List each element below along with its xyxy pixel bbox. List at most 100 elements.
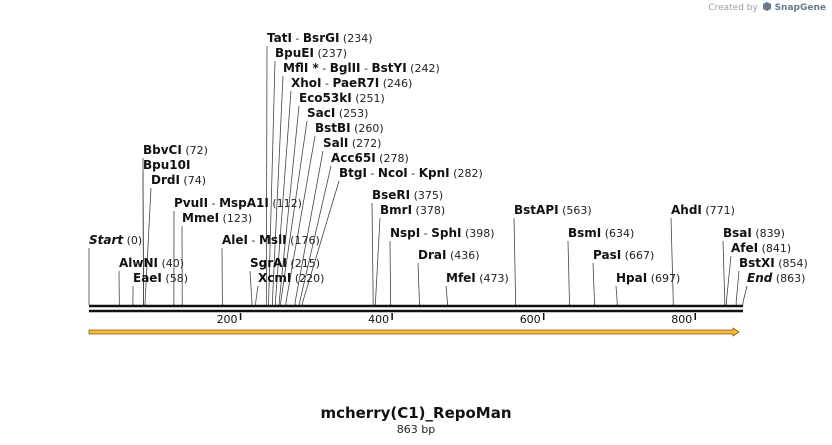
enzyme-name[interactable]: End bbox=[747, 271, 773, 285]
enzyme-name[interactable]: PaeR7I bbox=[332, 76, 379, 90]
site-label[interactable]: AhdI (771) bbox=[671, 203, 735, 217]
site-label[interactable]: MflI * - BglII - BstYI (242) bbox=[283, 61, 440, 75]
credit-prefix: Created by bbox=[708, 3, 758, 13]
enzyme-name[interactable]: NspI bbox=[390, 226, 420, 240]
enzyme-name[interactable]: MspA1I bbox=[219, 196, 269, 210]
site-label[interactable]: SalI (272) bbox=[323, 136, 381, 150]
enzyme-name[interactable]: BpuEI bbox=[275, 46, 314, 60]
site-label[interactable]: DrdI (74) bbox=[151, 173, 206, 187]
enzyme-name[interactable]: BsrGI bbox=[303, 31, 340, 45]
enzyme-name[interactable]: HpaI bbox=[616, 271, 647, 285]
enzyme-name[interactable]: PasI bbox=[593, 248, 621, 262]
enzyme-name[interactable]: BseRI bbox=[372, 188, 410, 202]
enzyme-name[interactable]: MslI bbox=[259, 233, 287, 247]
site-label[interactable]: XcmI (220) bbox=[258, 271, 324, 285]
snapgene-logo-icon bbox=[762, 2, 771, 11]
site-label[interactable]: BseRI (375) bbox=[372, 188, 443, 202]
site-label[interactable]: NspI - SphI (398) bbox=[390, 226, 495, 240]
site-label[interactable]: BtgI - NcoI - KpnI (282) bbox=[339, 166, 483, 180]
enzyme-name[interactable]: KpnI bbox=[419, 166, 450, 180]
enzyme-name[interactable]: MmeI bbox=[182, 211, 219, 225]
site-label[interactable]: XhoI - PaeR7I (246) bbox=[291, 76, 412, 90]
enzyme-name[interactable]: AlwNI bbox=[119, 256, 158, 270]
site-label[interactable]: Acc65I (278) bbox=[331, 151, 409, 165]
site-label[interactable]: DraI (436) bbox=[418, 248, 480, 262]
enzyme-name[interactable]: NcoI bbox=[378, 166, 408, 180]
site-position: (378) bbox=[412, 204, 445, 217]
site-leader bbox=[278, 105, 300, 305]
enzyme-name[interactable]: BstAPI bbox=[514, 203, 559, 217]
enzyme-name[interactable]: BsmI bbox=[568, 226, 601, 240]
site-leader bbox=[271, 75, 284, 305]
enzyme-name[interactable]: MfeI bbox=[446, 271, 476, 285]
enzyme-name[interactable]: BsaI bbox=[723, 226, 752, 240]
enzyme-name[interactable]: BstBI bbox=[315, 121, 351, 135]
site-position: (854) bbox=[775, 257, 808, 270]
enzyme-name[interactable]: BglII bbox=[330, 61, 361, 75]
enzyme-separator: - bbox=[367, 167, 378, 180]
enzyme-name[interactable]: EaeI bbox=[133, 271, 162, 285]
site-label[interactable]: SgrAI (215) bbox=[250, 256, 320, 270]
site-label[interactable]: EaeI (58) bbox=[133, 271, 188, 285]
site-label[interactable]: TatI - BsrGI (234) bbox=[267, 31, 373, 45]
site-leader bbox=[294, 150, 324, 305]
site-leader bbox=[725, 255, 732, 305]
site-label[interactable]: AleI - MslI (176) bbox=[222, 233, 320, 247]
site-label[interactable]: BstAPI (563) bbox=[514, 203, 592, 217]
site-label[interactable]: BstXI (854) bbox=[739, 256, 808, 270]
enzyme-name[interactable]: TatI bbox=[267, 31, 292, 45]
feature-arrow-shape[interactable] bbox=[88, 327, 740, 337]
enzyme-name[interactable]: PvuII bbox=[174, 196, 208, 210]
site-label[interactable]: BsaI (839) bbox=[723, 226, 785, 240]
enzyme-name[interactable]: BstYI bbox=[371, 61, 406, 75]
site-label[interactable]: End (863) bbox=[747, 271, 805, 285]
site-label[interactable]: MfeI (473) bbox=[446, 271, 509, 285]
site-label[interactable]: Start (0) bbox=[89, 233, 142, 247]
site-leader bbox=[280, 120, 308, 305]
enzyme-name[interactable]: AleI bbox=[222, 233, 248, 247]
enzyme-name[interactable]: XcmI bbox=[258, 271, 291, 285]
site-label[interactable]: HpaI (697) bbox=[616, 271, 680, 285]
site-label[interactable]: PasI (667) bbox=[593, 248, 654, 262]
site-label[interactable]: SacI (253) bbox=[307, 106, 368, 120]
site-position: (839) bbox=[752, 227, 785, 240]
enzyme-name[interactable]: Eco53kI bbox=[299, 91, 352, 105]
site-label[interactable]: BsmI (634) bbox=[568, 226, 634, 240]
enzyme-name[interactable]: Bpu10I bbox=[143, 158, 190, 172]
enzyme-name[interactable]: MflI * bbox=[283, 61, 319, 75]
enzyme-name[interactable]: BmrI bbox=[380, 203, 412, 217]
enzyme-name[interactable]: SgrAI bbox=[250, 256, 287, 270]
site-label[interactable]: MmeI (123) bbox=[182, 211, 252, 225]
enzyme-name[interactable]: Start bbox=[89, 233, 124, 247]
site-label[interactable]: BmrI (378) bbox=[380, 203, 445, 217]
site-leader bbox=[670, 217, 674, 305]
site-label[interactable]: BstBI (260) bbox=[315, 121, 384, 135]
enzyme-name[interactable]: SphI bbox=[431, 226, 461, 240]
site-label[interactable]: PvuII - MspA1I (112) bbox=[174, 196, 302, 210]
enzyme-name[interactable]: DrdI bbox=[151, 173, 180, 187]
enzyme-name[interactable]: Acc65I bbox=[331, 151, 376, 165]
site-label[interactable]: AlwNI (40) bbox=[119, 256, 184, 270]
site-leader bbox=[255, 285, 259, 305]
enzyme-separator: - bbox=[408, 167, 419, 180]
site-label[interactable]: AfeI (841) bbox=[731, 241, 791, 255]
enzyme-name[interactable]: AfeI bbox=[731, 241, 758, 255]
site-label[interactable]: Eco53kI (251) bbox=[299, 91, 385, 105]
enzyme-name[interactable]: SalI bbox=[323, 136, 348, 150]
ruler-tick-label: 400 bbox=[368, 313, 389, 326]
enzyme-name[interactable]: DraI bbox=[418, 248, 446, 262]
enzyme-name[interactable]: AhdI bbox=[671, 203, 702, 217]
ruler-tick-label: 800 bbox=[671, 313, 692, 326]
enzyme-name[interactable]: BbvCI bbox=[143, 143, 182, 157]
site-leader bbox=[513, 217, 517, 305]
enzyme-name[interactable]: SacI bbox=[307, 106, 335, 120]
site-label[interactable]: Bpu10I bbox=[143, 158, 190, 172]
site-label[interactable]: BbvCI (72) bbox=[143, 143, 208, 157]
site-leader bbox=[268, 60, 276, 305]
enzyme-name[interactable]: XhoI bbox=[291, 76, 322, 90]
enzyme-name[interactable]: BstXI bbox=[739, 256, 775, 270]
site-label[interactable]: BpuEI (237) bbox=[275, 46, 347, 60]
feature-arrow[interactable] bbox=[88, 327, 740, 337]
enzyme-name[interactable]: BtgI bbox=[339, 166, 367, 180]
site-labels: Start (0)AlwNI (40)EaeI (58)BbvCI (72)Bp… bbox=[89, 31, 808, 285]
